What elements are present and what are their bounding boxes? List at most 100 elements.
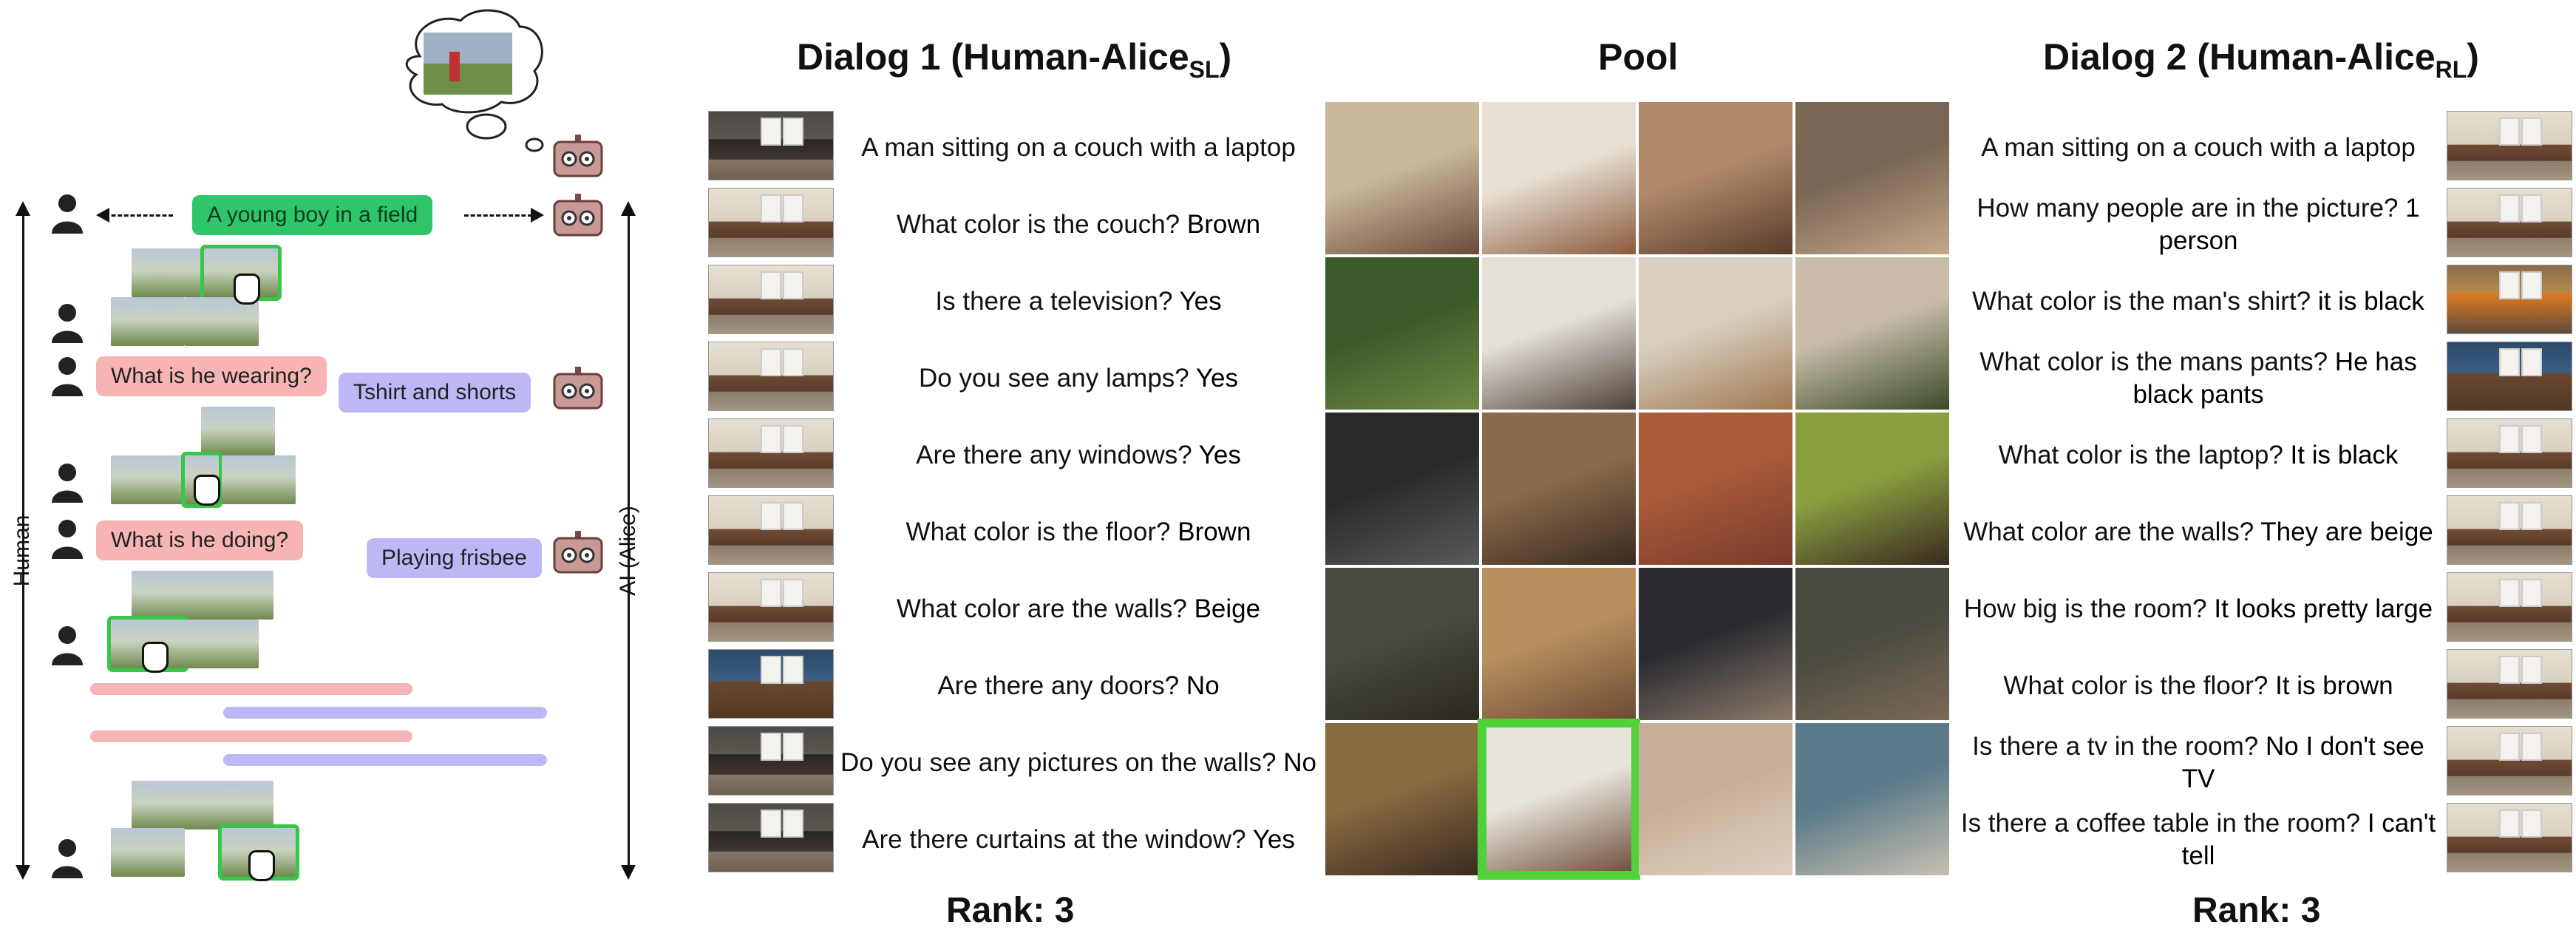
dialog-row-text: Do you see any lamps? Yes: [838, 345, 1319, 413]
dialog-row-text: Is there a coffee table in the room? I c…: [1954, 806, 2442, 874]
person-icon: [52, 194, 83, 234]
dialog-row-text: What color is the mans pants? He has bla…: [1954, 345, 2442, 413]
dialog-thumbnail: [2447, 649, 2572, 719]
pool-image[interactable]: [1795, 568, 1949, 720]
dialog-thumbnail: [2447, 188, 2572, 257]
question-placeholder-bar: [90, 683, 412, 695]
pool-thumbnail: [222, 455, 296, 504]
pool-thumbnail: [185, 297, 259, 346]
pool-target-image[interactable]: [1478, 719, 1640, 880]
answer-text: Yes: [1252, 825, 1295, 854]
pool-thumbnail: [201, 407, 275, 455]
question-text: Is there a television?: [935, 287, 1173, 316]
dialog-thumbnail: [2447, 111, 2572, 180]
dialog-row-text: A man sitting on a couch with a laptop: [1954, 114, 2442, 182]
dialog-row-text: How many people are in the picture? 1 pe…: [1954, 191, 2442, 259]
answer-text: Yes: [1195, 364, 1238, 393]
pool-image[interactable]: [1482, 102, 1636, 254]
pool-image[interactable]: [1325, 102, 1479, 254]
ai-axis-arrow-bottom: [621, 865, 636, 880]
pool-image[interactable]: [1795, 257, 1949, 410]
pool-image[interactable]: [1482, 568, 1636, 720]
answer-text: No: [1186, 671, 1220, 700]
pool-image[interactable]: [1325, 413, 1479, 565]
pool-grid: [1325, 102, 1949, 880]
dialog-row-text: What color is the couch? Brown: [838, 191, 1319, 259]
dialog-thumbnail: [708, 342, 834, 411]
answer-text: Beige: [1194, 594, 1261, 623]
pointer-hand-icon: [142, 642, 169, 673]
pool-image[interactable]: [1795, 102, 1949, 254]
answer-text: Brown: [1177, 518, 1251, 546]
dialog2-rank: Rank: 3: [2192, 891, 2321, 930]
dialog-thumbnail: [2447, 726, 2572, 795]
answer-bubble-2: Playing frisbee: [367, 538, 542, 578]
question-text: Is there a coffee table in the room?: [1960, 809, 2361, 838]
dashed-arrowhead-right: [531, 208, 544, 223]
dialog-thumbnail: [2447, 572, 2572, 642]
person-icon: [52, 839, 83, 878]
pool-image[interactable]: [1639, 568, 1792, 720]
dialog-row-text: Are there curtains at the window? Yes: [838, 806, 1319, 874]
pool-thumbnail: [132, 781, 205, 829]
question-text: Do you see any pictures on the walls?: [840, 748, 1277, 777]
dialog-row-text: Are there any doors? No: [838, 652, 1319, 720]
pointer-hand-icon: [248, 850, 275, 881]
pool-thumbnail: [111, 297, 185, 346]
pool-image[interactable]: [1325, 257, 1479, 410]
pool-image[interactable]: [1639, 257, 1792, 410]
dialog-thumbnail: [708, 495, 834, 565]
dialog-thumbnail: [708, 803, 834, 872]
thought-cloud: [406, 9, 544, 152]
pool-image[interactable]: [1795, 413, 1949, 565]
robot-icon: [553, 367, 603, 410]
answer-text: Brown: [1186, 210, 1261, 239]
question-text: Is there a tv in the room?: [1972, 732, 2259, 761]
answer-text: No: [1283, 748, 1316, 777]
dialog-row-text: What color is the man's shirt? it is bla…: [1954, 268, 2442, 336]
dialog-illustration: Human AI (Alice) A young boy in a field …: [0, 0, 640, 933]
dialog-row-text: Are there any windows? Yes: [838, 421, 1319, 489]
pool-image[interactable]: [1639, 723, 1792, 875]
answer-text: It is black: [2290, 441, 2399, 469]
pointer-hand-icon: [234, 274, 260, 305]
pool-image[interactable]: [1482, 413, 1636, 565]
pool-image[interactable]: [1482, 257, 1636, 410]
answer-bubble-1: Tshirt and shorts: [339, 373, 531, 413]
dialog-row-text: Is there a television? Yes: [838, 268, 1319, 336]
dialog-thumbnail: [708, 111, 834, 180]
dialog-thumbnail: [708, 265, 834, 334]
pool-thumbnail: [132, 571, 205, 620]
question-text: Are there any windows?: [916, 441, 1192, 469]
pool-image[interactable]: [1325, 568, 1479, 720]
person-icon: [52, 520, 83, 559]
dialog-thumbnail: [2447, 265, 2572, 334]
human-axis-arrow-top: [16, 201, 30, 216]
pool-image[interactable]: [1639, 102, 1792, 254]
dashed-arrow-right: [464, 214, 532, 217]
answer-placeholder-bar: [223, 707, 547, 719]
question-bubble-2: What is he doing?: [96, 520, 304, 560]
question-text: What color is the floor?: [2003, 671, 2269, 700]
question-placeholder-bar: [90, 730, 412, 742]
answer-text: He has black pants: [2132, 347, 2417, 409]
question-text: What color is the mans pants?: [1979, 347, 2328, 376]
dialog-thumbnail: [708, 418, 834, 488]
pool-image[interactable]: [1795, 723, 1949, 875]
answer-text: No I don't see TV: [2181, 732, 2424, 793]
question-text: What color are the walls?: [896, 594, 1187, 623]
person-icon: [52, 357, 83, 396]
pool-title: Pool: [1598, 36, 1679, 78]
dialog1-title: Dialog 1 (Human-AliceSL): [797, 36, 1232, 83]
dialog-thumbnail: [708, 726, 834, 795]
robot-icon: [553, 135, 603, 177]
dialog-row-text: Is there a tv in the room? No I don't se…: [1954, 729, 2442, 797]
question-text: Are there any doors?: [937, 671, 1180, 700]
human-axis-label: Human: [10, 515, 34, 587]
question-text: What color are the walls?: [1963, 518, 2254, 546]
question-text: What color is the floor?: [905, 518, 1171, 546]
answer-text: It is brown: [2275, 671, 2393, 700]
pool-image[interactable]: [1325, 723, 1479, 875]
pool-image[interactable]: [1639, 413, 1792, 565]
dialog2-title: Dialog 2 (Human-AliceRL): [2043, 36, 2479, 83]
